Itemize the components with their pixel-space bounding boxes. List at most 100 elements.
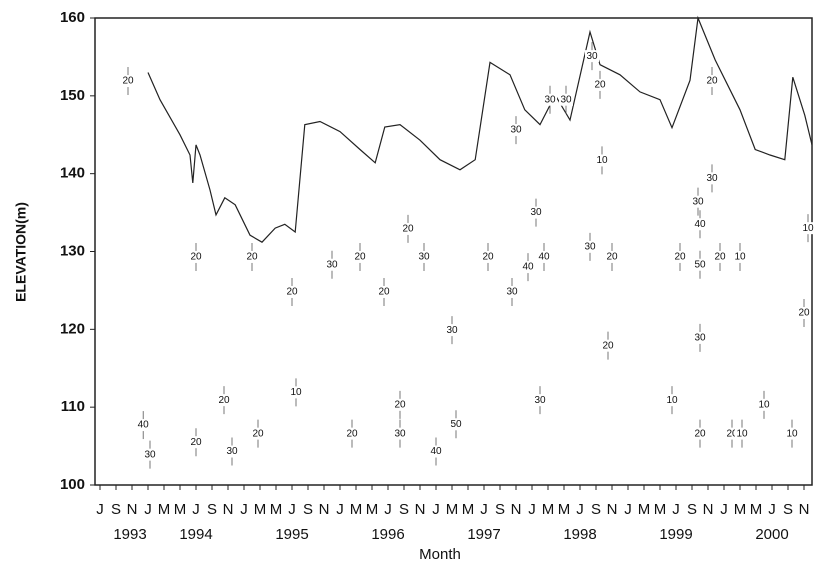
x-tick-label: S [207, 501, 217, 518]
x-tick-label: J [288, 501, 296, 518]
x-tick-label: J [384, 501, 392, 518]
x-tick-label: M [654, 501, 667, 518]
x-tick-label: J [672, 501, 680, 518]
contour-label: 10 [802, 223, 814, 234]
contour-label: 20 [798, 308, 810, 319]
contour-label-bg [693, 331, 707, 344]
year-label: 2000 [755, 526, 788, 543]
contour-label-bg [289, 386, 303, 399]
contour-label: 10 [666, 395, 678, 406]
contour-label: 30 [446, 325, 458, 336]
y-tick-label: 130 [60, 242, 85, 259]
contour-label-bg [353, 250, 367, 263]
y-tick-label: 110 [61, 398, 85, 415]
year-label: 1999 [659, 526, 692, 543]
contour-label: 40 [694, 219, 706, 230]
contour-label-bg [505, 285, 519, 298]
contour-label-bg [691, 195, 705, 208]
contour-label: 20 [346, 428, 358, 439]
y-tick-label: 120 [60, 320, 85, 337]
contour-label-bg [285, 285, 299, 298]
contour-label-bg [705, 75, 719, 88]
contour-label-bg [585, 50, 599, 63]
x-tick-label: J [240, 501, 248, 518]
x-tick-label: J [144, 501, 152, 518]
contour-label: 10 [758, 399, 770, 410]
contour-label: 20 [694, 428, 706, 439]
contour-label: 20 [252, 428, 264, 439]
contour-label-bg [217, 394, 231, 407]
contour-label: 30 [534, 395, 546, 406]
year-label: 1997 [467, 526, 500, 543]
contour-label-bg [595, 154, 609, 167]
contour-label-bg [559, 93, 573, 106]
contour-label-bg [136, 419, 151, 432]
x-tick-label: J [432, 501, 440, 518]
contour-label: 20 [378, 287, 390, 298]
y-tick-label: 150 [60, 87, 85, 104]
year-label: 1994 [179, 526, 212, 543]
contour-label-bg [605, 250, 619, 263]
contour-label: 10 [290, 387, 302, 398]
x-tick-label: M [750, 501, 763, 518]
contour-label: 30 [418, 252, 430, 263]
contour-label-bg [601, 339, 615, 352]
x-tick-label: N [511, 501, 522, 518]
water-surface-line [147, 15, 813, 243]
year-label: 1993 [113, 526, 146, 543]
contour-label: 30 [544, 94, 556, 105]
contour-label: 30 [144, 449, 156, 460]
x-tick-label: M [446, 501, 459, 518]
contour-label-bg [245, 250, 259, 263]
contour-label: 20 [218, 395, 230, 406]
y-axis-label: ELEVATION(m) [13, 202, 29, 302]
contour-label: 20 [602, 340, 614, 351]
contour-label-bg [529, 206, 543, 219]
y-tick-label: 160 [60, 9, 85, 26]
year-label: 1998 [563, 526, 596, 543]
contour-label-bg [345, 427, 359, 440]
contour-label-bg [377, 285, 391, 298]
x-tick-label: N [415, 501, 426, 518]
contour-label-bg [713, 250, 727, 263]
x-tick-label: M [638, 501, 651, 518]
contour-label-bg [393, 427, 407, 440]
contour-label-bg [325, 258, 339, 271]
contour-label-bg [693, 218, 707, 231]
x-tick-label: J [336, 501, 344, 518]
x-tick-label: M [558, 501, 571, 518]
x-tick-label: S [303, 501, 313, 518]
x-tick-label: S [399, 501, 409, 518]
contour-label: 20 [674, 252, 686, 263]
y-tick-label: 140 [60, 165, 85, 182]
x-tick-label: N [607, 501, 618, 518]
contour-label: 30 [694, 333, 706, 344]
contour-label-bg [693, 427, 707, 440]
contour-label: 20 [354, 252, 366, 263]
contour-label-bg [189, 250, 203, 263]
x-tick-label: J [192, 501, 200, 518]
x-tick-label: S [591, 501, 601, 518]
contour-label-bg [797, 306, 811, 319]
contour-label-bg [393, 398, 407, 411]
x-tick-label: N [799, 501, 810, 518]
contour-label-bg [225, 445, 239, 458]
x-tick-label: N [127, 501, 138, 518]
x-tick-label: S [783, 501, 793, 518]
contour-label-bg [449, 418, 463, 431]
x-tick-label: M [350, 501, 363, 518]
x-tick-label: M [734, 501, 747, 518]
x-tick-label: M [158, 501, 171, 518]
x-tick-label: J [576, 501, 584, 518]
contour-label: 30 [584, 241, 596, 252]
x-tick-label: J [480, 501, 488, 518]
contour-label-bg [121, 75, 135, 88]
x-tick-label: N [319, 501, 330, 518]
contour-label: 40 [538, 252, 550, 263]
contour-label: 20 [190, 252, 202, 263]
contour-label-bg [417, 250, 431, 263]
contour-label: 30 [394, 428, 406, 439]
contour-label: 30 [506, 287, 518, 298]
contour-label-bg [705, 172, 719, 185]
contour-label-bg [445, 324, 459, 337]
